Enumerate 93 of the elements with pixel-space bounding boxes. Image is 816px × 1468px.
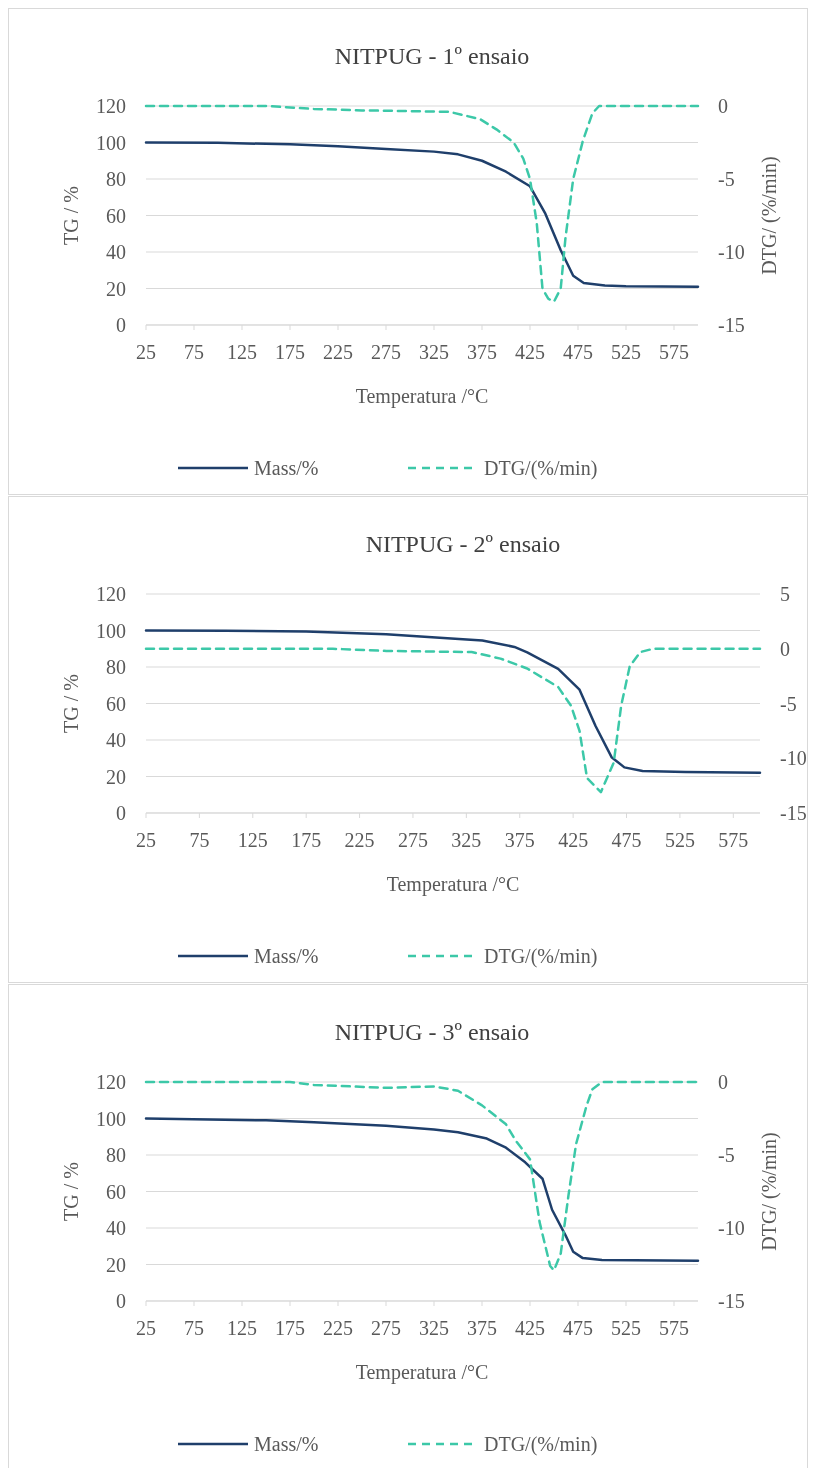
y2-tick-label: -15: [718, 314, 745, 336]
legend-label: Mass/%: [254, 945, 319, 967]
x-tick-label: 225: [323, 1317, 353, 1339]
x-tick-label: 375: [467, 341, 497, 363]
line-series: [144, 1080, 700, 1272]
x-tick-label: 425: [515, 341, 545, 363]
y-tick-label: 120: [96, 1071, 126, 1093]
x-tick-label: 375: [467, 1317, 497, 1339]
x-tick-label: 525: [611, 341, 641, 363]
line-series: [144, 1117, 700, 1263]
y2-tick-label: -10: [718, 241, 745, 263]
line-series: [144, 141, 700, 288]
x-tick-label: 175: [291, 829, 322, 851]
x-tick-label: 75: [184, 1317, 204, 1339]
y2-axis-title: DTG/ (%/min): [758, 156, 781, 275]
x-tick-label: 525: [611, 1317, 641, 1339]
y2-tick-label: 0: [718, 1071, 728, 1093]
y-tick-label: 20: [106, 1253, 126, 1276]
chart-title: NITPUG - 1º ensaio: [334, 43, 530, 69]
y-tick-label: 120: [96, 95, 126, 117]
y2-tick-label: -15: [718, 1290, 745, 1312]
x-tick-label: 125: [237, 829, 268, 851]
y-tick-label: 100: [96, 1107, 126, 1130]
y2-tick-label: -10: [718, 1217, 745, 1239]
x-tick-label: 275: [371, 1317, 401, 1339]
y2-tick-label: -5: [780, 692, 797, 715]
x-tick-label: 575: [659, 341, 689, 363]
chart-title: NITPUG - 2º ensaio: [365, 531, 561, 557]
x-tick-label: 175: [275, 1317, 305, 1339]
y-axis-title: TG / %: [60, 186, 82, 245]
x-tick-label: 175: [275, 341, 305, 363]
y-tick-label: 80: [106, 1144, 126, 1166]
legend-label: Mass/%: [254, 457, 319, 479]
x-tick-label: 75: [184, 341, 204, 363]
y-axis-title: TG / %: [60, 1162, 82, 1221]
y-tick-label: 60: [106, 204, 126, 227]
x-tick-label: 275: [371, 341, 401, 363]
y-tick-label: 20: [106, 765, 126, 788]
x-tick-label: 375: [504, 829, 535, 851]
line-series: [144, 647, 762, 794]
x-tick-label: 325: [451, 829, 482, 851]
x-tick-label: 475: [563, 1317, 593, 1339]
x-tick-label: 125: [227, 1317, 257, 1339]
x-tick-label: 75: [189, 829, 210, 851]
y2-tick-label: -10: [780, 747, 807, 770]
x-tick-label: 225: [323, 341, 353, 363]
y2-tick-label: 0: [780, 637, 790, 660]
x-tick-label: 475: [611, 829, 642, 851]
x-tick-label: 575: [659, 1317, 689, 1339]
legend-label: DTG/(%/min): [484, 1433, 598, 1456]
y-tick-label: 80: [106, 656, 126, 678]
x-tick-label: 475: [563, 341, 593, 363]
y-tick-label: 20: [106, 277, 126, 300]
y-tick-label: 120: [96, 583, 126, 605]
x-tick-label: 25: [136, 341, 156, 363]
x-tick-label: 325: [419, 341, 449, 363]
line-series: [144, 629, 762, 775]
y2-tick-label: -15: [780, 802, 807, 824]
y-tick-label: 100: [96, 619, 126, 642]
x-tick-label: 575: [718, 829, 749, 851]
legend-label: Mass/%: [254, 1433, 319, 1455]
x-axis-title: Temperatura /°C: [355, 1361, 489, 1384]
x-tick-label: 425: [558, 829, 589, 851]
legend-label: DTG/(%/min): [484, 457, 598, 480]
y2-tick-label: -5: [718, 168, 735, 190]
x-tick-label: 275: [397, 829, 428, 851]
x-tick-label: 125: [227, 341, 257, 363]
x-axis-title: Temperatura /°C: [355, 385, 489, 408]
x-tick-label: 525: [664, 829, 695, 851]
y-tick-label: 40: [106, 729, 126, 751]
y-tick-label: 60: [106, 1180, 126, 1203]
y-tick-label: 0: [116, 1290, 126, 1312]
y-tick-label: 80: [106, 168, 126, 190]
line-series: [144, 104, 700, 303]
y-tick-label: 0: [116, 802, 126, 824]
x-tick-label: 325: [419, 1317, 449, 1339]
chart-title: NITPUG - 3º ensaio: [334, 1019, 530, 1045]
y-tick-label: 40: [106, 241, 126, 263]
x-tick-label: 425: [515, 1317, 545, 1339]
legend-label: DTG/(%/min): [484, 945, 598, 968]
x-axis-title: Temperatura /°C: [386, 873, 520, 896]
x-tick-label: 225: [344, 829, 375, 851]
y-tick-label: 60: [106, 692, 126, 715]
y2-tick-label: 0: [718, 95, 728, 117]
y2-axis-title: DTG/ (%/min): [758, 1132, 781, 1251]
y-tick-label: 0: [116, 314, 126, 336]
x-tick-label: 25: [136, 829, 156, 851]
y2-tick-label: -5: [718, 1144, 735, 1166]
y-tick-label: 100: [96, 131, 126, 154]
y2-tick-label: 5: [780, 583, 790, 605]
y-tick-label: 40: [106, 1217, 126, 1239]
y-axis-title: TG / %: [60, 674, 82, 733]
x-tick-label: 25: [136, 1317, 156, 1339]
